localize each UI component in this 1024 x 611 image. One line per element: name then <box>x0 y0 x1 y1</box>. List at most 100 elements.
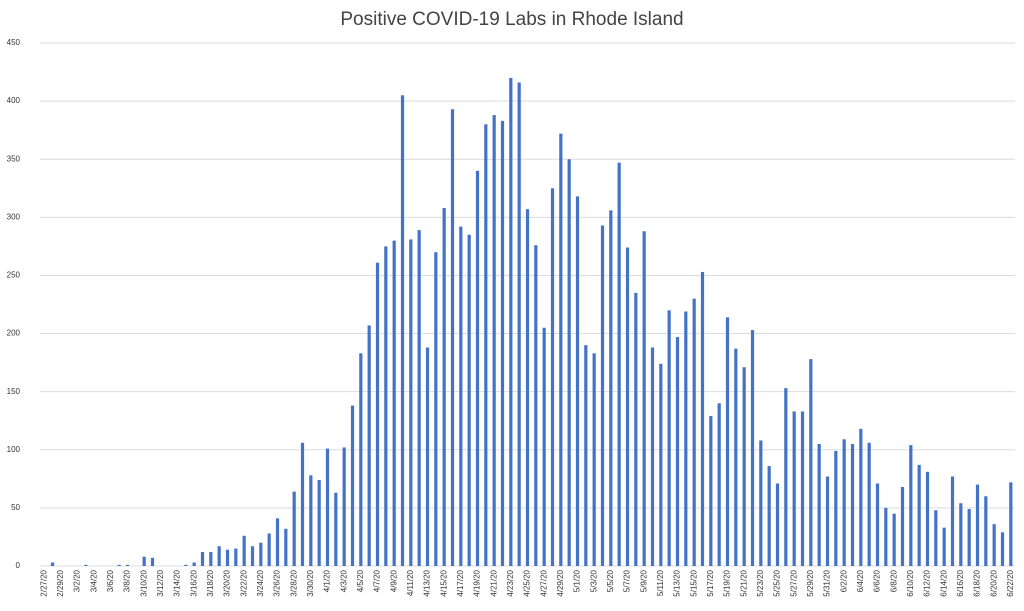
bar <box>825 476 830 566</box>
bar <box>84 564 88 566</box>
bar <box>234 548 238 566</box>
bar <box>267 533 271 566</box>
bar <box>259 542 263 566</box>
bar <box>634 292 638 566</box>
bar <box>209 552 213 566</box>
x-tick-label: 4/25/20 <box>523 569 532 596</box>
x-tick-label: 4/3/20 <box>339 569 348 592</box>
x-tick-label: 6/18/20 <box>973 569 982 596</box>
bar <box>867 442 871 566</box>
x-tick-label: 5/3/20 <box>589 569 598 592</box>
x-tick-label: 5/21/20 <box>739 569 748 596</box>
bar <box>767 466 771 566</box>
bar <box>192 562 196 566</box>
x-tick-label: 5/5/20 <box>606 569 615 592</box>
bar <box>559 133 563 567</box>
bar <box>625 247 630 566</box>
bar <box>775 483 780 566</box>
y-tick-label: 250 <box>7 271 21 280</box>
bar <box>675 337 680 566</box>
x-tick-label: 5/27/20 <box>789 569 798 596</box>
bar <box>684 311 688 566</box>
bar <box>809 359 813 566</box>
x-tick-label: 3/6/20 <box>106 569 115 592</box>
x-tick-label: 3/22/20 <box>239 569 248 596</box>
bar <box>375 262 380 566</box>
bar <box>384 246 388 566</box>
bar <box>434 252 438 566</box>
bar <box>359 353 363 566</box>
x-tick-label: 4/5/20 <box>356 569 365 592</box>
x-tick-label: 5/17/20 <box>706 569 715 596</box>
y-tick-label: 200 <box>7 329 21 338</box>
bar <box>584 345 588 566</box>
bar <box>892 513 896 566</box>
bar <box>417 230 421 566</box>
y-tick-label: 150 <box>7 387 21 396</box>
bar <box>184 564 188 566</box>
x-tick-label: 5/13/20 <box>673 569 682 596</box>
bar <box>342 447 346 566</box>
x-tick-label: 4/27/20 <box>539 569 548 596</box>
chart-title: Positive COVID-19 Labs in Rhode Island <box>340 9 683 30</box>
x-tick-label: 6/2/20 <box>839 569 848 592</box>
bar <box>334 492 338 566</box>
x-tick-label: 6/4/20 <box>856 569 865 592</box>
bar <box>309 475 313 566</box>
bar <box>409 239 413 566</box>
bar <box>1000 532 1005 566</box>
y-tick-label: 350 <box>7 154 21 163</box>
bar <box>609 210 613 567</box>
y-tick-label: 450 <box>7 38 21 47</box>
bar <box>425 347 430 566</box>
bar <box>525 209 530 566</box>
bar <box>534 245 538 566</box>
x-tick-label: 4/23/20 <box>506 569 515 596</box>
x-tick-label: 4/15/20 <box>439 569 448 596</box>
x-tick-label: 5/1/20 <box>573 569 582 592</box>
y-tick-label: 400 <box>7 96 21 105</box>
y-tick-label: 100 <box>7 445 21 454</box>
bar <box>484 124 488 566</box>
bar <box>567 159 571 566</box>
bar <box>950 476 955 566</box>
bar <box>142 556 146 566</box>
x-tick-label: 3/30/20 <box>306 569 315 596</box>
x-tick-label: 4/13/20 <box>423 569 432 596</box>
bar <box>1009 482 1013 566</box>
bar <box>659 363 663 566</box>
x-tick-label: 3/16/20 <box>189 569 198 596</box>
bar <box>650 347 655 566</box>
bar <box>459 226 463 566</box>
bar <box>759 440 763 566</box>
x-tick-label: 5/31/20 <box>823 569 832 596</box>
bar <box>225 549 230 566</box>
bar <box>325 448 330 566</box>
x-tick-label: 4/11/20 <box>406 569 415 596</box>
bar <box>250 546 255 566</box>
bar <box>217 546 221 566</box>
bar <box>350 405 355 566</box>
y-tick-label: 50 <box>11 503 20 512</box>
x-tick-label: 3/12/20 <box>156 569 165 596</box>
x-tick-label: 5/25/20 <box>773 569 782 596</box>
x-tick-label: 3/24/20 <box>256 569 265 596</box>
bar <box>492 115 496 567</box>
x-tick-label: 5/15/20 <box>689 569 698 596</box>
x-tick-label: 5/29/20 <box>806 569 815 596</box>
bar <box>859 428 863 566</box>
bar <box>150 557 155 566</box>
x-tick-label: 6/6/20 <box>873 569 882 592</box>
x-tick-label: 6/22/20 <box>1006 569 1015 596</box>
bar <box>984 496 988 566</box>
bar <box>317 479 321 566</box>
bar <box>600 225 605 567</box>
bar <box>959 503 963 566</box>
x-tick-label: 4/21/20 <box>489 569 498 596</box>
bar <box>725 317 730 566</box>
bar <box>517 82 521 566</box>
x-tick-label: 6/20/20 <box>989 569 998 596</box>
bar <box>300 442 305 566</box>
bar <box>900 486 905 566</box>
bar <box>700 271 705 566</box>
